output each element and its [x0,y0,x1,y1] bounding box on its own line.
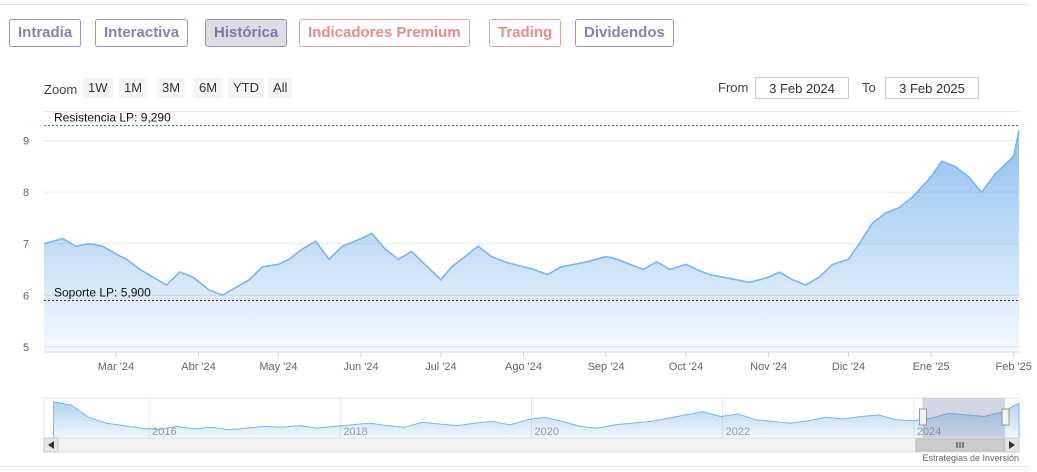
price-line [43,130,1020,297]
tab-intradia[interactable]: Intradía [9,19,82,47]
zoom-3m-button[interactable]: 3M [157,78,186,98]
zoom-all-button[interactable]: All [268,78,293,98]
navigator-selection[interactable] [922,398,1005,438]
toolbar-divider [44,111,1019,112]
price-area [44,130,1019,352]
to-label: To [862,80,876,95]
navigator-left-handle[interactable] [918,408,927,426]
grip-icon [956,442,964,448]
support-label: Soporte LP: 5,900 [54,285,151,299]
to-date-input[interactable] [885,77,979,99]
bottom-divider [0,466,1030,467]
zoom-ytd-button[interactable]: YTD [228,78,264,98]
top-divider [0,4,1030,5]
x-tick-label: Dic '24 [832,361,865,373]
x-tick-label: Abr '24 [181,361,216,373]
x-tick-label: Sep '24 [588,361,625,373]
navigator-area [53,401,1020,439]
x-tick-label: Jul '24 [425,361,456,373]
tab-dividendos[interactable]: Dividendos [575,19,674,47]
chevron-right-icon [1009,441,1015,449]
from-label: From [718,80,749,95]
x-axis: Mar '24 Abr '24 May '24 Jun '24 Jul '24 Ago '… [98,352,1032,373]
scrollbar-track[interactable] [43,437,1020,453]
y-tick-label: 8 [23,187,29,199]
tab-interactiva[interactable]: Interactiva [95,19,189,47]
resistance-label: Resistencia LP: 9,290 [54,111,171,125]
y-tick-label: 5 [23,342,29,354]
range-selector: Zoom 1W 1M 3M 6M YTD All From To [0,75,1030,103]
tab-trading[interactable]: Trading [489,19,562,47]
y-tick-label: 9 [23,136,29,148]
from-date-input[interactable] [755,77,849,99]
zoom-1m-button[interactable]: 1M [119,78,148,98]
x-tick-label: Feb '25 [995,361,1031,373]
zoom-label: Zoom [44,82,78,97]
y-axis: 5 6 7 8 9 [23,136,29,354]
x-tick-label: May '24 [259,361,297,373]
watermark: Estrategias de Inversión [922,453,1019,463]
tab-indicadores-premium[interactable]: Indicadores Premium [299,19,470,47]
y-tick-label: 7 [23,239,29,251]
x-tick-label: Ene '25 [913,361,950,373]
tab-historica[interactable]: Histórica [205,19,288,47]
chevron-left-icon [48,441,54,449]
x-tick-label: Ago '24 [505,361,542,373]
x-tick-label: Nov '24 [750,361,787,373]
x-tick-label: Oct '24 [669,361,704,373]
navigator-right-handle[interactable] [1001,408,1010,426]
x-tick-label: Jun '24 [343,361,378,373]
y-tick-label: 6 [23,290,29,302]
x-tick-label: Mar '24 [98,361,134,373]
zoom-6m-button[interactable]: 6M [194,78,223,98]
zoom-1w-button[interactable]: 1W [83,78,113,98]
